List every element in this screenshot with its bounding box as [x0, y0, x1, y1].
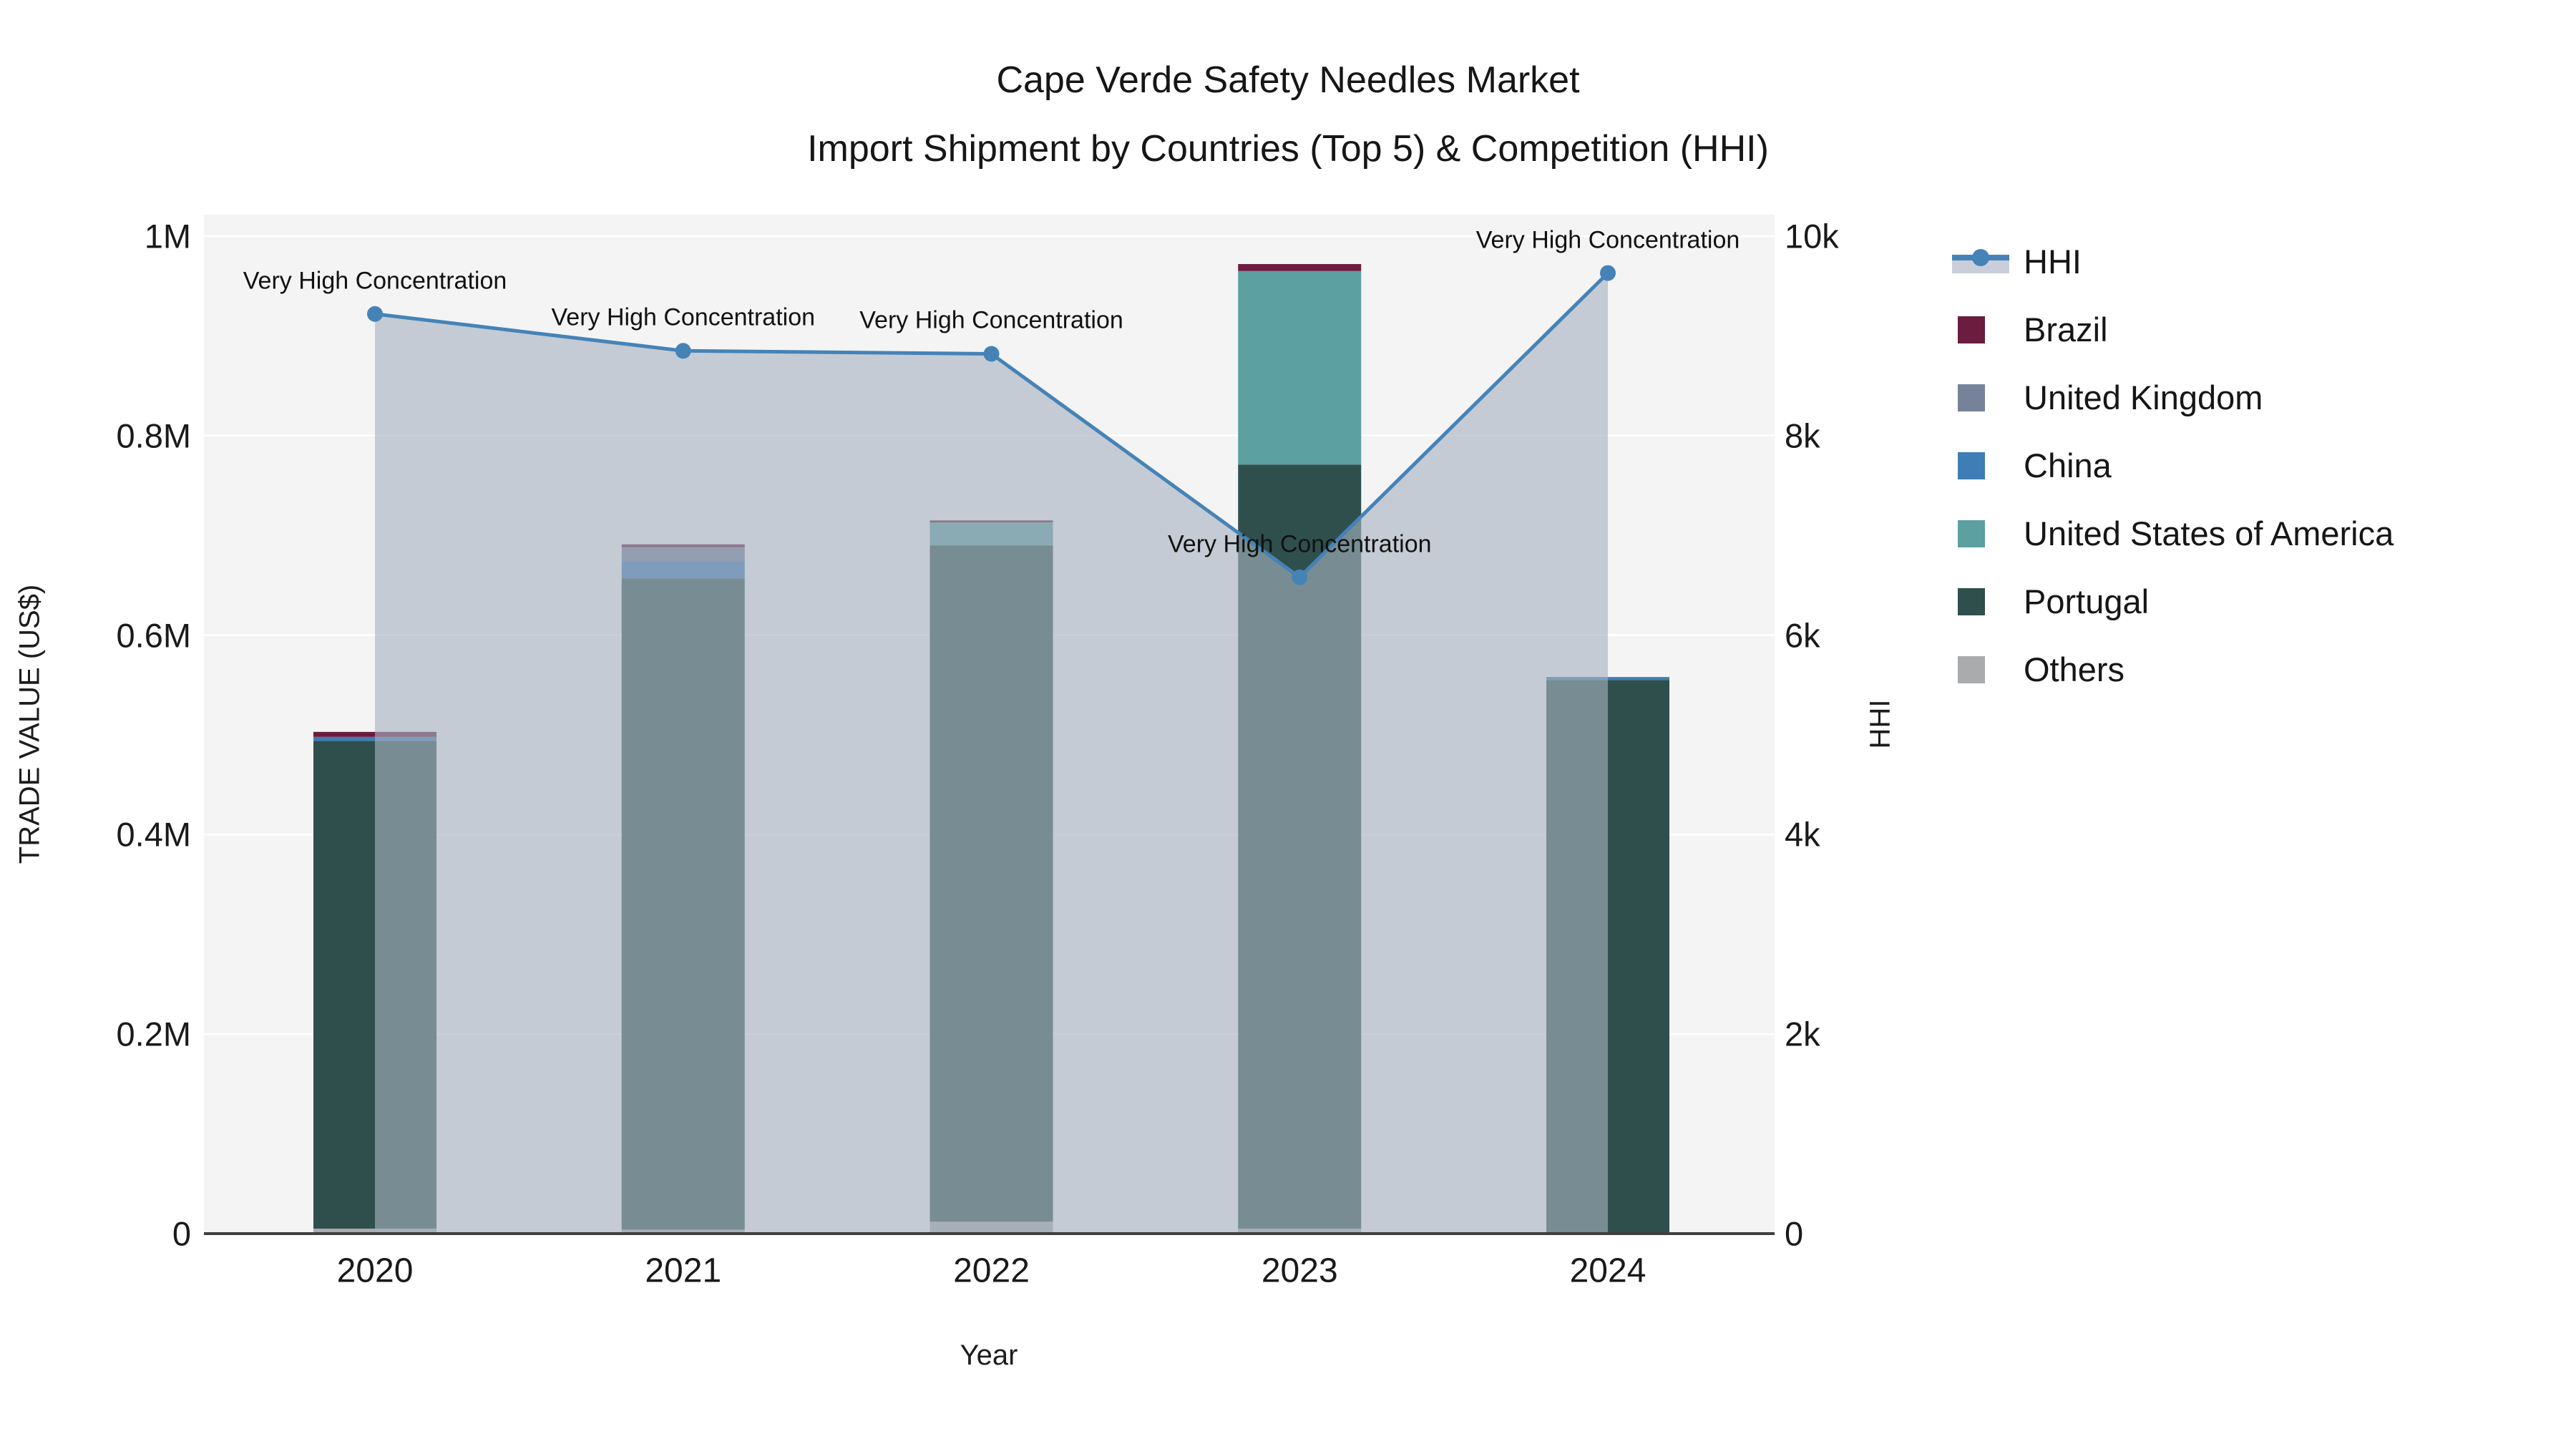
y-left-tick-label: 0.2M [116, 1015, 192, 1053]
legend-label: China [2024, 447, 2112, 484]
y-right-tick-label: 0 [1785, 1214, 1804, 1253]
x-axis-line [204, 1232, 1775, 1235]
x-tick-label: 2023 [1261, 1252, 1338, 1290]
hhi-annotation-2022: Very High Concentration [859, 306, 1123, 334]
y-right-tick-label: 10k [1785, 217, 1839, 255]
y-right-tick-label: 2k [1785, 1015, 1820, 1053]
y-left-tick-label: 0.4M [116, 815, 192, 854]
x-axis-title: Year [960, 1340, 1018, 1371]
chart-title-line2: Import Shipment by Countries (Top 5) & C… [807, 128, 1769, 170]
y-axis-title-left: TRADE VALUE (US$) [14, 584, 46, 864]
legend-swatch-col [1952, 587, 2024, 615]
hhi-marker-icon [1972, 248, 1989, 266]
legend-label: HHI [2024, 243, 2082, 280]
hhi-legend-swatch [1952, 246, 2009, 278]
legend-swatch-col [1952, 519, 2024, 547]
legend-label: Others [2024, 650, 2125, 688]
hhi-annotation-2021: Very High Concentration [551, 303, 816, 331]
legend-item-portugal[interactable]: Portugal [1952, 567, 2394, 635]
brazil-color-swatch [1958, 316, 1985, 343]
hhi-marker-2020[interactable] [367, 306, 383, 322]
legend-item-united-states-of-america[interactable]: United States of America [1952, 499, 2394, 567]
hhi-marker-2021[interactable] [675, 343, 691, 359]
legend-item-hhi[interactable]: HHI [1952, 228, 2394, 296]
y-axis-title-right: HHI [1864, 699, 1896, 749]
legend: HHI Brazil United Kingdom China United State… [1952, 228, 2394, 703]
hhi-area-swatch [1952, 258, 2009, 273]
chart-title-line1: Cape Verde Safety Needles Market [996, 59, 1580, 101]
y-left-tick-label: 0.8M [116, 416, 192, 455]
united-states-of-america-color-swatch [1958, 519, 1985, 547]
legend-swatch-col [1952, 316, 2024, 343]
others-color-swatch [1958, 655, 1985, 683]
x-tick-label: 2020 [336, 1252, 414, 1290]
legend-label: United States of America [2024, 514, 2394, 552]
y-right-tick-label: 6k [1785, 616, 1820, 655]
legend-item-united-kingdom[interactable]: United Kingdom [1952, 364, 2394, 431]
hhi-annotation-2024: Very High Concentration [1475, 226, 1740, 254]
bar-segment-brazil-2023[interactable] [1238, 264, 1362, 271]
united-kingdom-color-swatch [1958, 384, 1985, 411]
legend-label: Portugal [2024, 582, 2150, 620]
legend-swatch-col [1952, 655, 2024, 683]
y-right-tick-label: 8k [1785, 416, 1820, 455]
legend-item-others[interactable]: Others [1952, 635, 2394, 703]
hhi-annotation-2020: Very High Concentration [243, 267, 507, 295]
x-tick-label: 2024 [1569, 1252, 1646, 1290]
y-right-tick-label: 4k [1785, 815, 1820, 854]
legend-swatch-col [1952, 452, 2024, 479]
y-left-tick-label: 0.6M [116, 616, 192, 655]
legend-label: Brazil [2024, 311, 2108, 348]
legend-item-china[interactable]: China [1952, 431, 2394, 499]
hhi-marker-2023[interactable] [1292, 569, 1308, 585]
portugal-color-swatch [1958, 587, 1985, 615]
china-color-swatch [1958, 452, 1985, 479]
y-left-tick-label: 1M [144, 217, 191, 255]
hhi-area-fill [375, 273, 1608, 1234]
hhi-marker-2022[interactable] [983, 346, 1000, 362]
legend-swatch-col [1952, 384, 2024, 411]
x-tick-label: 2022 [953, 1252, 1030, 1290]
bar-segment-united-states-of-america-2023[interactable] [1238, 270, 1362, 465]
hhi-annotation-2023: Very High Concentration [1167, 530, 1432, 558]
y-left-tick-label: 0 [172, 1214, 191, 1253]
hhi-marker-2024[interactable] [1600, 265, 1616, 281]
legend-swatch-col [1952, 246, 2024, 278]
legend-label: United Kingdom [2024, 379, 2263, 416]
legend-item-brazil[interactable]: Brazil [1952, 296, 2394, 364]
x-tick-label: 2021 [645, 1252, 722, 1290]
